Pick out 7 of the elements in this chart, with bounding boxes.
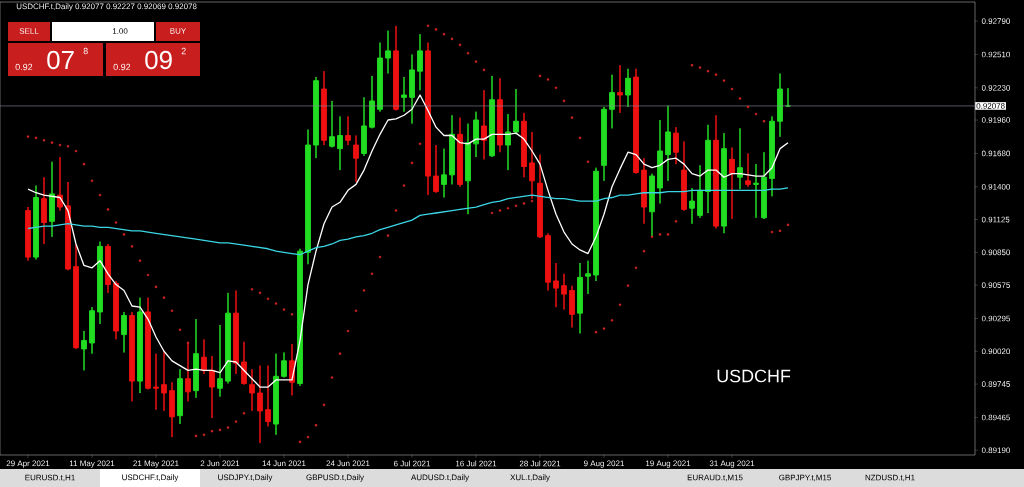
annotation: 07 (47, 50, 74, 70)
annotation: 8 (83, 47, 88, 55)
annotation: 09 (145, 50, 172, 70)
annotation: 0.92 (15, 63, 33, 71)
annotation: 0.92 (113, 63, 131, 71)
annotation: USDCHF (717, 369, 791, 383)
annotation: 2 (181, 47, 186, 55)
